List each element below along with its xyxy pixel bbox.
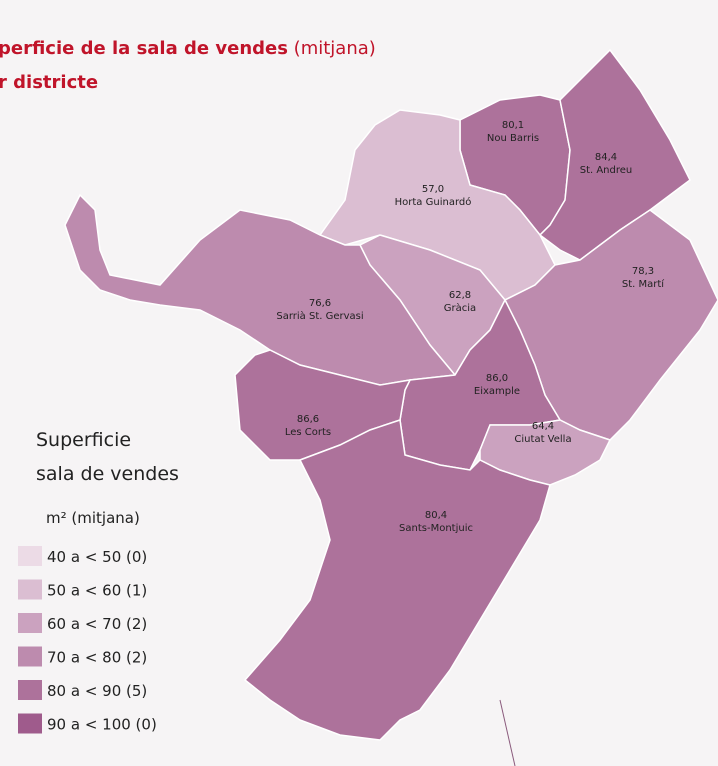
- legend-label: 50 a < 60 (1): [47, 582, 147, 600]
- district-name: Sants-Montjuic: [399, 523, 473, 534]
- coast-line: [499, 699, 516, 766]
- legend-unit: m² (mitjana): [46, 509, 140, 527]
- district-name: Sarrià St. Gervasi: [276, 310, 363, 322]
- legend-swatch: [18, 546, 42, 566]
- legend-swatch: [18, 613, 42, 633]
- title-line2: r districte: [0, 72, 98, 93]
- legend-label: 40 a < 50 (0): [47, 548, 147, 566]
- district-name: Nou Barris: [487, 133, 539, 144]
- legend-label: 60 a < 70 (2): [47, 615, 147, 633]
- district-value: 86,0: [486, 373, 508, 384]
- legend-label: 80 a < 90 (5): [47, 682, 147, 700]
- legend-swatch: [18, 579, 42, 600]
- legend-swatch: [18, 646, 42, 667]
- title: perficie de la sala de vendes (mitjana): [0, 38, 376, 59]
- district-value: 84,4: [595, 152, 617, 163]
- district-name: Ciutat Vella: [514, 434, 571, 445]
- district-name: Eixample: [474, 386, 520, 397]
- legend-title: Superficie: [36, 429, 131, 451]
- district-value: 76,6: [309, 298, 331, 309]
- title-bold: perficie de la sala de vendes: [0, 38, 288, 59]
- district-name: Horta Guinardó: [395, 196, 472, 208]
- legend-swatch: [18, 713, 42, 734]
- district-name: St. Andreu: [580, 165, 633, 176]
- district-value: 78,3: [632, 266, 654, 277]
- district: [64, 193, 457, 386]
- district: [243, 419, 551, 741]
- legend-title: sala de vendes: [36, 463, 179, 485]
- legend-label: 90 a < 100 (0): [47, 716, 157, 734]
- title-normal: (mitjana): [294, 38, 376, 59]
- district-name: St. Martí: [622, 278, 665, 290]
- district-value: 57,0: [422, 184, 444, 195]
- district-value: 62,8: [449, 290, 471, 301]
- district-value: 64,4: [532, 421, 554, 432]
- legend-swatch: [18, 680, 42, 700]
- legend-label: 70 a < 80 (2): [47, 649, 147, 667]
- district-name: Gràcia: [444, 302, 476, 314]
- district-value: 86,6: [297, 414, 319, 425]
- district-value: 80,4: [425, 510, 447, 521]
- district-value: 80,1: [502, 120, 524, 131]
- district-name: Les Corts: [285, 427, 331, 438]
